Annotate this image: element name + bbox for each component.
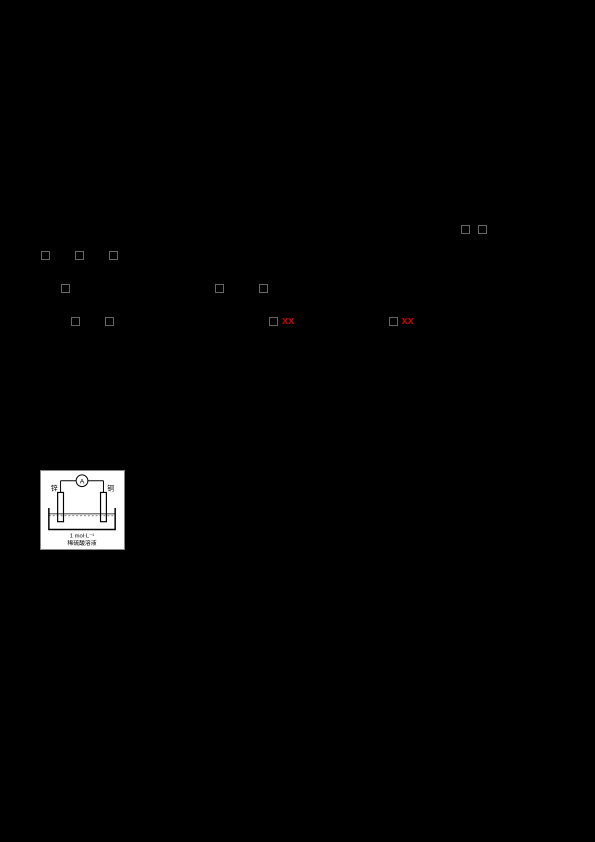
svg-text:稀硫酸溶液: 稀硫酸溶液 xyxy=(67,539,96,547)
red-text: xx xyxy=(282,315,294,327)
placeholder-box xyxy=(215,284,224,293)
placeholder-box xyxy=(61,284,70,293)
placeholder-box xyxy=(71,317,80,326)
placeholder-box xyxy=(461,225,470,234)
placeholder-box xyxy=(259,284,268,293)
placeholder-box xyxy=(75,251,84,260)
text-line: xx xx xyxy=(40,312,555,331)
text-line xyxy=(40,247,555,266)
svg-text:铜: 铜 xyxy=(107,484,114,493)
document-page: xx xx A 锌 铜 1 mol·L⁻¹ 稀硫酸溶液 xyxy=(40,40,555,333)
placeholder-box xyxy=(105,317,114,326)
placeholder-box xyxy=(41,251,50,260)
placeholder-box xyxy=(109,251,118,260)
placeholder-box xyxy=(269,317,278,326)
svg-text:1 mol·L⁻¹: 1 mol·L⁻¹ xyxy=(70,533,95,539)
svg-text:A: A xyxy=(80,479,85,486)
svg-text:锌: 锌 xyxy=(51,484,58,493)
placeholder-box xyxy=(389,317,398,326)
red-text: xx xyxy=(402,315,414,327)
battery-diagram: A 锌 铜 1 mol·L⁻¹ 稀硫酸溶液 xyxy=(40,470,125,550)
text-line xyxy=(40,220,555,239)
placeholder-box xyxy=(478,225,487,234)
text-line xyxy=(40,279,555,298)
